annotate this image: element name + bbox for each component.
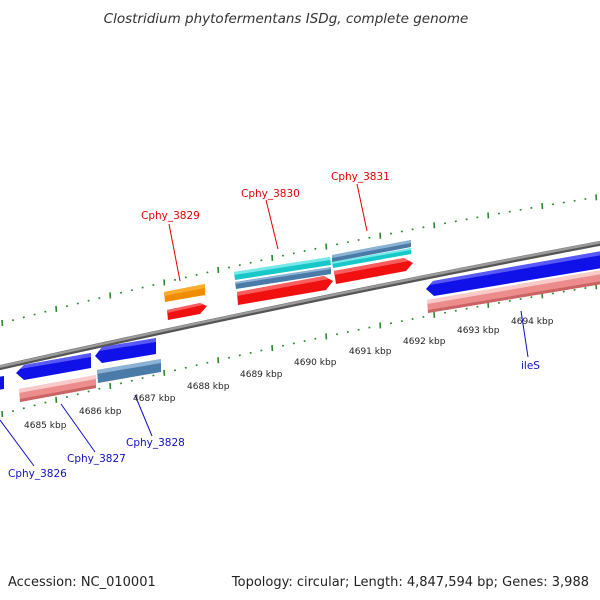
feature-cphy-3830-steel[interactable] <box>235 267 331 289</box>
gene-label-iles[interactable]: ileS <box>521 360 540 372</box>
feature-cphy-3828-blue[interactable] <box>95 338 156 363</box>
ruler-label-4687: 4687 kbp <box>133 394 176 404</box>
accession-text: Accession: NC_010001 <box>8 575 156 590</box>
feature-cphy-3830-red[interactable] <box>237 276 333 305</box>
feature-cphy-3831-steel[interactable] <box>332 240 411 262</box>
upper-tick-track <box>1 194 598 327</box>
feature-cphy-3831-cyan[interactable] <box>332 248 411 268</box>
gene-label-cphy-3831[interactable]: Cphy_3831 <box>331 171 390 183</box>
feature-iles-pink[interactable] <box>427 270 600 313</box>
ruler-label-4689: 4689 kbp <box>240 370 283 380</box>
gene-label-cphy-3826[interactable]: Cphy_3826 <box>8 468 67 480</box>
ruler-label-4692: 4692 kbp <box>403 337 446 347</box>
callout-lines <box>0 183 529 467</box>
feature-cphy-3827-blue[interactable] <box>16 353 91 380</box>
feature-cphy-3828-steel[interactable] <box>97 359 161 383</box>
map-title: Clostridium phytofermentans ISDg, comple… <box>104 11 469 27</box>
gene-label-cphy-3830[interactable]: Cphy_3830 <box>241 188 300 200</box>
ruler-label-4691: 4691 kbp <box>349 347 392 357</box>
feature-iles-blue[interactable] <box>426 251 600 296</box>
genome-backbone <box>0 240 600 371</box>
gene-label-cphy-3827[interactable]: Cphy_3827 <box>67 453 126 465</box>
lower-tick-track <box>1 283 598 418</box>
ruler-label-4694: 4694 kbp <box>511 317 554 327</box>
gene-label-cphy-3829[interactable]: Cphy_3829 <box>141 210 200 222</box>
feature-cphy-3829-red[interactable] <box>167 303 207 320</box>
ruler-label-4693: 4693 kbp <box>457 326 500 336</box>
feature-cphy-3831-red[interactable] <box>334 258 413 284</box>
ruler-label-4686: 4686 kbp <box>79 407 122 417</box>
gene-label-cphy-3828[interactable]: Cphy_3828 <box>126 437 185 449</box>
genome-summary-text: Topology: circular; Length: 4,847,594 bp… <box>231 575 589 590</box>
feature-cphy-3829-orange[interactable] <box>164 284 205 302</box>
ruler-label-4690: 4690 kbp <box>294 358 337 368</box>
ruler-label-4688: 4688 kbp <box>187 382 230 392</box>
feature-cphy-3826-blue[interactable] <box>0 376 4 390</box>
ruler-label-4685: 4685 kbp <box>24 421 67 431</box>
feature-cphy-3830-cyan[interactable] <box>234 257 331 280</box>
feature-cphy-3827-pink[interactable] <box>19 375 96 402</box>
